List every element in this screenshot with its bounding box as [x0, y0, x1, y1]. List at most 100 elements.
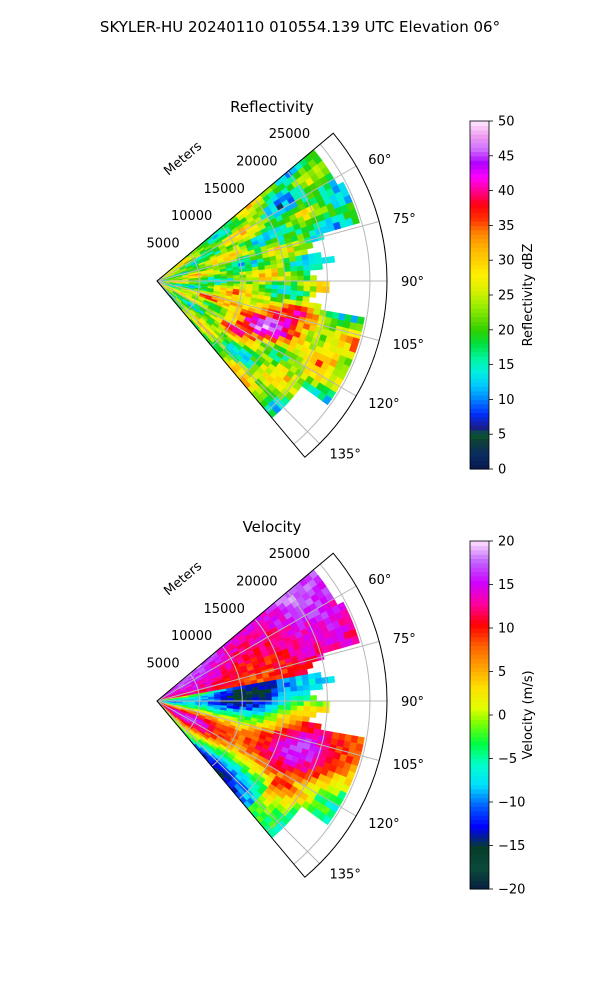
refl-colorbar-tick-label: 10	[498, 393, 515, 408]
vel-cell	[307, 673, 316, 680]
vel-cell	[322, 700, 330, 708]
refl-colorbar-segment	[470, 342, 489, 348]
refl-cell	[302, 264, 311, 271]
vel-cell	[296, 710, 304, 717]
refl-cell	[290, 285, 298, 292]
vel-range-tick-label: 25000	[269, 547, 310, 562]
refl-colorbar-segment	[470, 260, 489, 266]
refl-colorbar-segment	[470, 186, 489, 192]
vel-colorbar-segment	[470, 558, 489, 564]
refl-azimuth-tick-label: 90°	[401, 275, 424, 290]
vel-colorbar-segment	[470, 588, 489, 594]
vel-colorbar-segment	[470, 793, 489, 799]
refl-cell	[278, 276, 286, 282]
refl-colorbar-segment	[470, 390, 489, 396]
vel-cell	[296, 705, 305, 712]
vel-colorbar-segment	[470, 645, 489, 651]
refl-cell	[284, 285, 292, 291]
vel-cell	[308, 678, 317, 686]
vel-colorbar-segment	[470, 775, 489, 781]
vel-colorbar-segment	[470, 828, 489, 834]
refl-colorbar-tick-label: 30	[498, 254, 515, 269]
refl-colorbar-tick-label: 5	[498, 428, 506, 443]
refl-colorbar-segment	[470, 160, 489, 166]
vel-colorbar-segment	[470, 780, 489, 786]
refl-cell	[302, 296, 310, 303]
velocity-colorbar: −20 −15 −10 −5 0 5 10 15 20 Velocity (m/s)	[469, 535, 536, 898]
vel-cell	[289, 681, 298, 688]
vel-cell	[284, 691, 292, 697]
vel-cell	[278, 696, 286, 702]
refl-colorbar-segment	[470, 364, 489, 370]
vel-colorbar-segment	[470, 771, 489, 777]
vel-colorbar-segment	[470, 684, 489, 690]
vel-colorbar-segment	[470, 654, 489, 660]
refl-colorbar-segment	[470, 190, 489, 196]
refl-cell	[252, 273, 260, 278]
refl-azimuth-tick-label: 135°	[330, 448, 361, 463]
vel-colorbar-segment	[470, 845, 489, 851]
refl-colorbar-segment	[470, 173, 489, 179]
vel-colorbar-tick-label: 0	[498, 709, 506, 724]
refl-range-ring	[266, 171, 328, 412]
vel-colorbar-segment	[470, 606, 489, 612]
refl-colorbar-segment	[470, 316, 489, 322]
vel-colorbar-segment	[470, 745, 489, 751]
vel-colorbar-tick-label: −15	[498, 839, 525, 854]
velocity-sector-outline	[156, 552, 388, 878]
vel-cell	[252, 693, 260, 698]
vel-cell	[303, 695, 311, 702]
vel-cell	[302, 716, 310, 723]
reflectivity-panel: Reflectivity 5000 10000 15000 20000 25000 Met…	[147, 98, 536, 478]
refl-cell	[252, 280, 260, 285]
refl-colorbar-segment	[470, 142, 489, 148]
vel-colorbar-segment	[470, 754, 489, 760]
refl-cell	[284, 271, 292, 277]
vel-cell	[271, 704, 279, 710]
vel-cell	[233, 694, 241, 699]
refl-cell	[309, 286, 317, 293]
vel-cell	[284, 696, 292, 702]
refl-colorbar-segment	[470, 355, 489, 361]
vel-cell	[226, 695, 234, 699]
vel-colorbar-segment	[470, 858, 489, 864]
vel-cell	[214, 696, 222, 700]
refl-colorbar-segment	[470, 338, 489, 344]
vel-range-ring	[238, 618, 286, 800]
refl-colorbar-segment	[470, 464, 489, 470]
vel-colorbar-segment	[470, 593, 489, 599]
refl-colorbar-tick-label: 0	[498, 463, 506, 478]
refl-cell	[284, 276, 292, 282]
vel-colorbar-segment	[470, 758, 489, 764]
vel-cell	[309, 700, 317, 707]
refl-cell	[226, 275, 234, 279]
vel-cell	[327, 675, 336, 684]
velocity-grid	[156, 563, 387, 865]
refl-azimuth-line	[156, 165, 357, 282]
vel-colorbar-segment	[470, 736, 489, 742]
vel-colorbar-segment	[470, 815, 489, 820]
refl-cell	[277, 267, 285, 273]
vel-cell	[284, 700, 292, 706]
refl-cell	[290, 290, 298, 296]
refl-colorbar-segment	[470, 147, 489, 153]
vel-colorbar-segment	[470, 871, 489, 877]
vel-cell	[278, 700, 286, 706]
refl-colorbar-segment	[470, 168, 489, 174]
refl-colorbar-segment	[470, 234, 489, 240]
vel-colorbar-segment	[470, 649, 489, 655]
vel-colorbar-segment	[470, 601, 489, 607]
refl-cell	[351, 215, 360, 225]
vel-range-tick-label: 20000	[236, 575, 277, 590]
refl-cell	[322, 395, 333, 406]
vel-colorbar-segment	[470, 693, 489, 699]
refl-cell	[290, 270, 298, 277]
vel-range-tick-label: 5000	[147, 657, 180, 672]
vel-cell	[265, 704, 273, 710]
vel-cell	[283, 709, 292, 716]
vel-colorbar-segment	[470, 715, 489, 720]
refl-colorbar-tick-label: 50	[498, 115, 515, 130]
vel-colorbar-segment	[470, 884, 489, 890]
vel-azimuth-line	[156, 641, 380, 702]
vel-colorbar-segment	[470, 806, 489, 812]
